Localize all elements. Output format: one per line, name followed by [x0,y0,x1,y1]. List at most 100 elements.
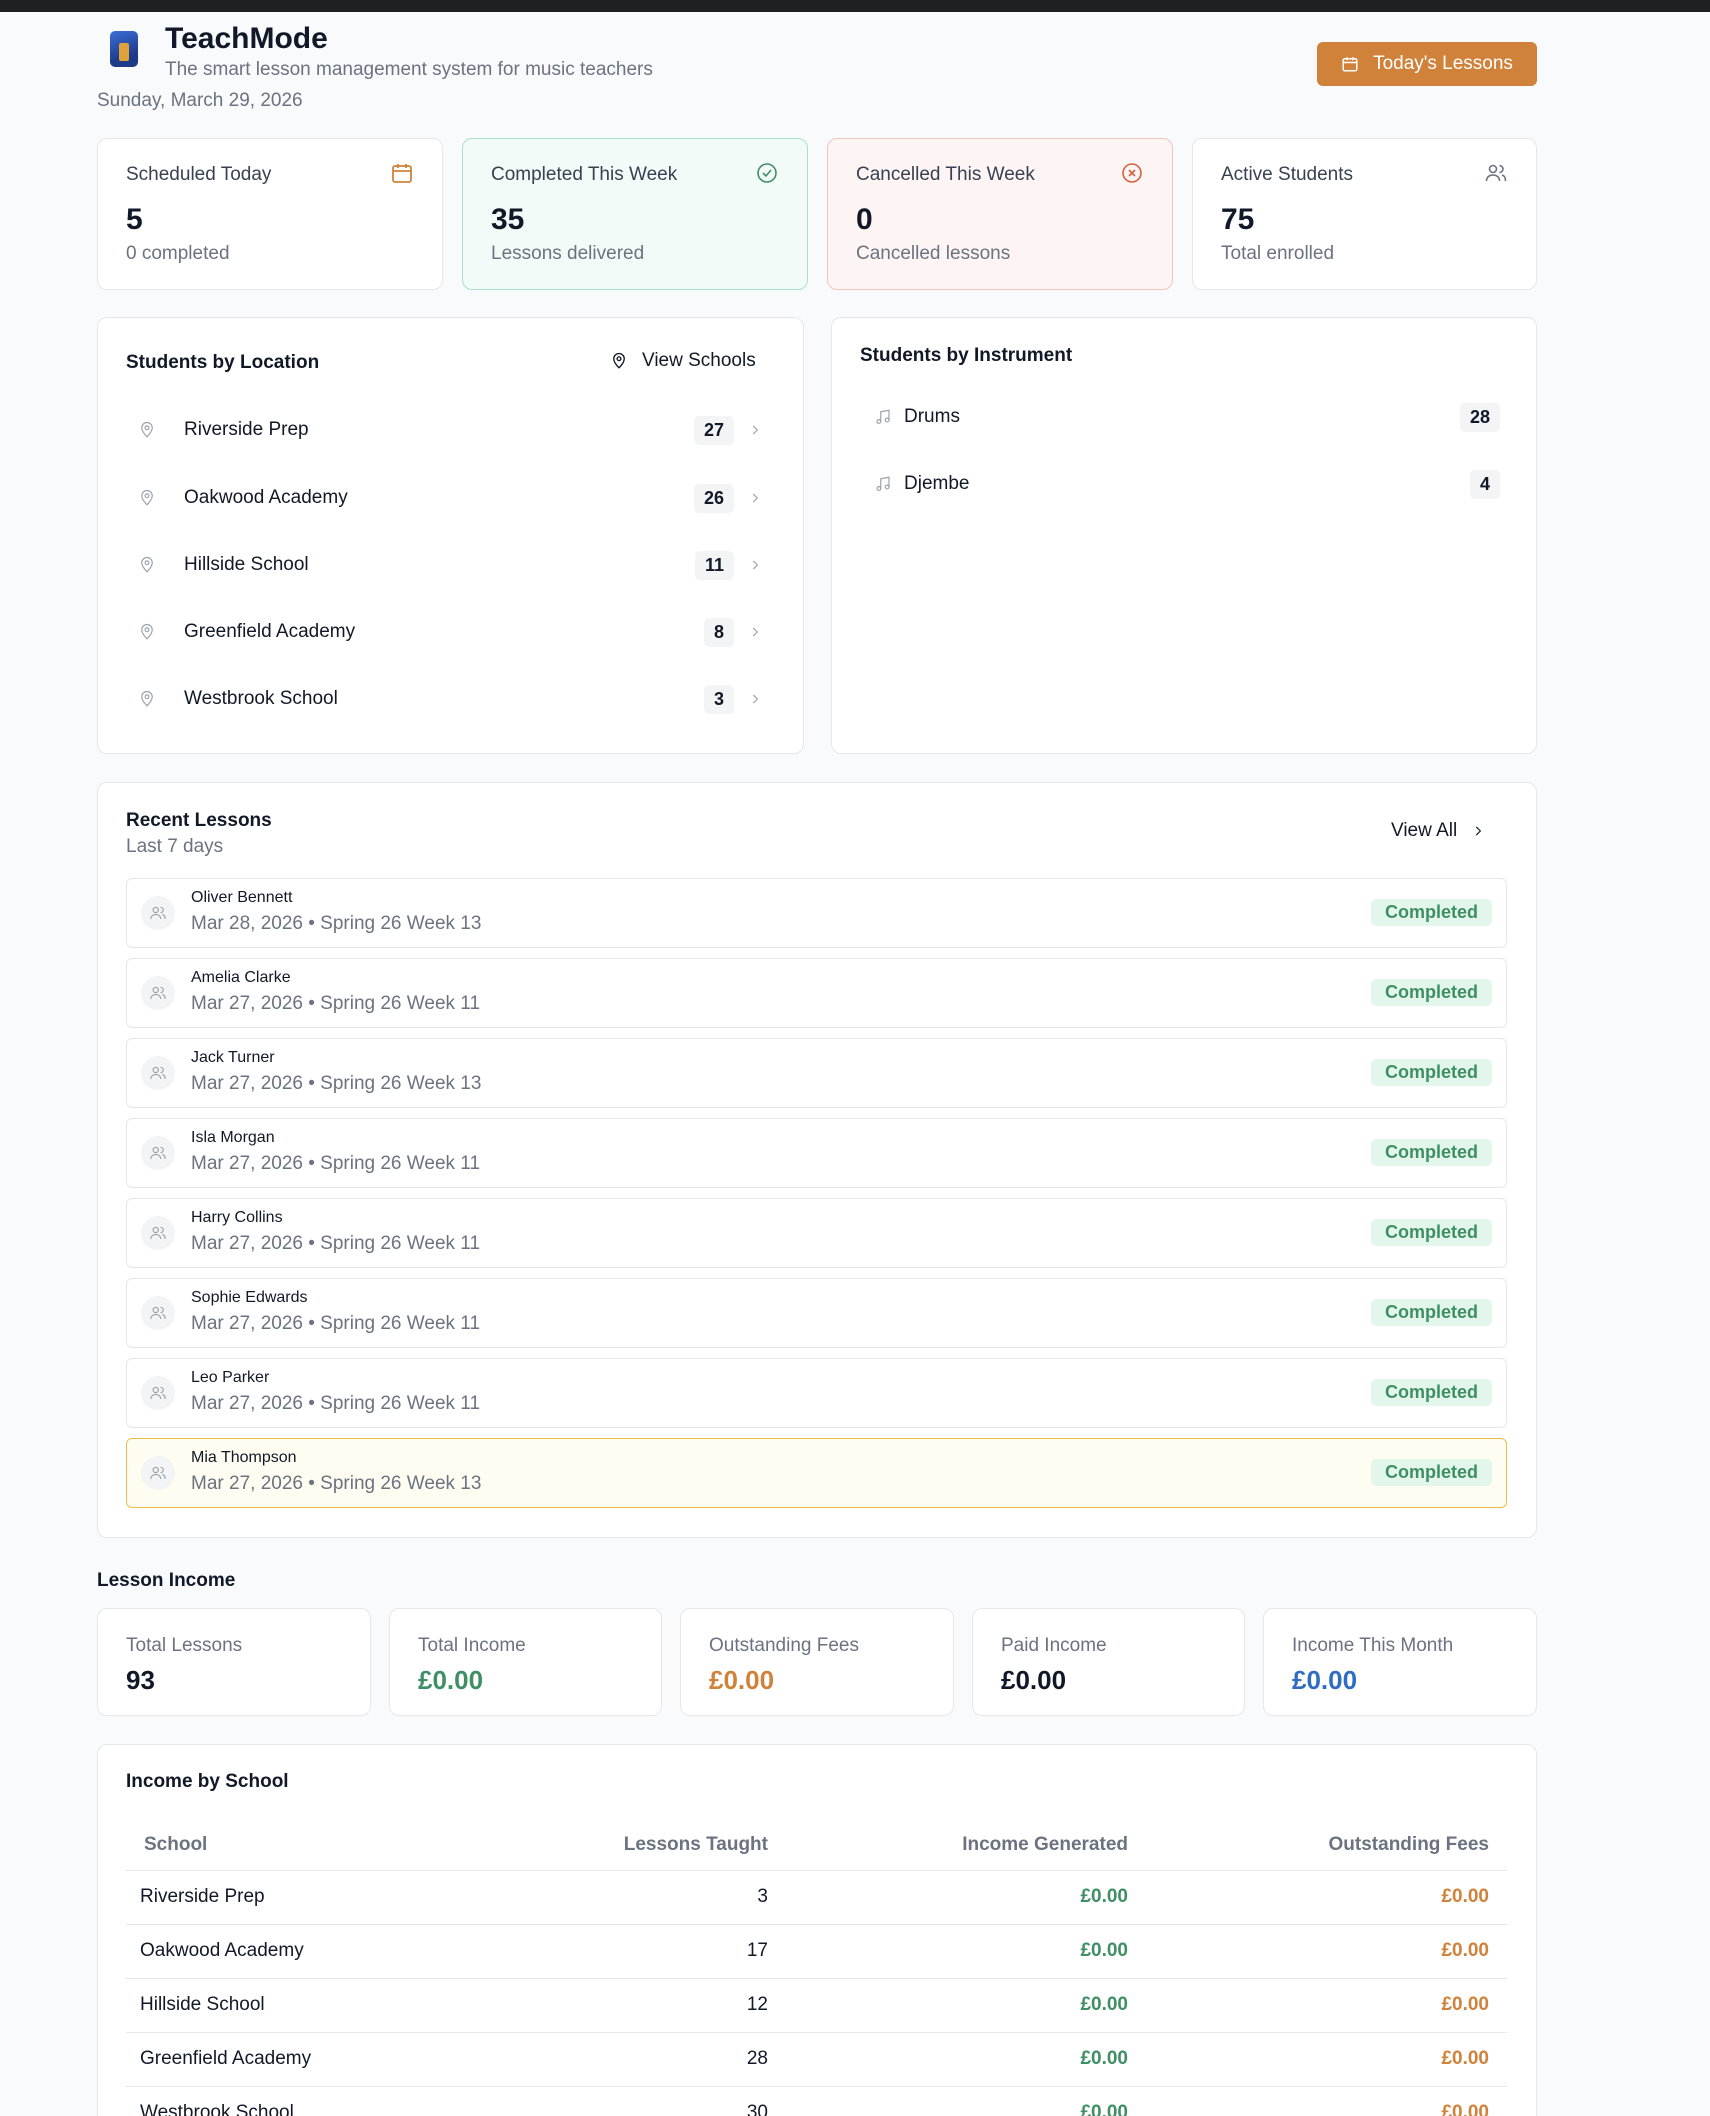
income-generated-cell: £0.00 [786,1870,1146,1925]
income-card-value: 93 [126,1665,155,1695]
stat-subtext: 0 completed [126,243,230,264]
users-icon [150,1226,166,1240]
lesson-student-name: Leo Parker [191,1369,270,1386]
income-card-value: £0.00 [1001,1665,1067,1695]
column-header-outstanding-fees: Outstanding Fees [1146,1820,1507,1871]
status-badge: Completed [1370,1059,1492,1086]
status-badge: Completed [1370,1219,1492,1246]
location-name: Oakwood Academy [184,487,348,508]
map-pin-icon [141,556,153,573]
income-card-total-lessons: Total Lessons 93 [97,1608,371,1716]
todays-lessons-label: Today's Lessons [1373,53,1513,74]
stat-value: 75 [1221,203,1255,236]
map-pin-icon [141,489,153,506]
location-item-westbrook-school[interactable]: Westbrook School 3 [126,674,766,724]
instrument-name: Djembe [904,473,970,494]
instrument-count-badge: 28 [1459,402,1500,432]
app-title: TeachMode [165,22,328,55]
status-badge: Completed [1370,1379,1492,1406]
map-pin-icon [141,421,153,438]
instrument-name: Drums [904,406,960,427]
column-header-school: School [126,1820,456,1871]
location-name: Riverside Prep [184,419,309,440]
income-card-label: Total Income [418,1635,526,1656]
users-icon [150,1306,166,1320]
avatar [141,1376,175,1410]
stat-card-active-students: Active Students 75 Total enrolled [1192,138,1537,290]
stat-label: Scheduled Today [126,164,272,185]
income-card-value: £0.00 [418,1665,484,1695]
users-icon [150,1066,166,1080]
location-item-greenfield-academy[interactable]: Greenfield Academy 8 [126,607,766,657]
income-card-value: £0.00 [1292,1665,1358,1695]
income-card-paid-income: Paid Income £0.00 [972,1608,1245,1716]
location-name: Greenfield Academy [184,621,356,642]
view-all-link[interactable]: View All [1391,820,1485,842]
income-card-label: Paid Income [1001,1635,1107,1656]
location-item-riverside-prep[interactable]: Riverside Prep 27 [126,405,766,455]
lesson-student-name: Oliver Bennett [191,889,293,906]
column-header-income-generated: Income Generated [786,1820,1146,1871]
students-by-instrument-panel [831,317,1537,754]
lessons-taught-cell: 17 [456,1924,786,1979]
lesson-row[interactable]: Mia Thompson Mar 27, 2026 • Spring 26 We… [126,1438,1507,1508]
income-by-school-title: Income by School [126,1771,289,1792]
instrument-item-drums: Drums 28 [860,392,1500,442]
students-by-location-title: Students by Location [126,352,320,373]
app-subtitle: The smart lesson management system for m… [165,59,653,80]
lesson-meta: Mar 27, 2026 • Spring 26 Week 13 [191,1473,482,1494]
lesson-meta: Mar 27, 2026 • Spring 26 Week 11 [191,993,481,1014]
avatar [141,1216,175,1250]
income-generated-cell: £0.00 [786,2032,1146,2087]
todays-lessons-button[interactable]: Today's Lessons [1317,42,1537,86]
lesson-income-title: Lesson Income [97,1570,236,1591]
stat-label: Completed This Week [491,164,678,185]
users-icon [1485,164,1507,182]
recent-lessons-subtitle: Last 7 days [126,836,224,857]
view-all-label: View All [1391,820,1458,841]
users-icon [150,986,166,1000]
income-card-income-this-month: Income This Month £0.00 [1263,1608,1537,1716]
lessons-taught-cell: 30 [456,2086,786,2116]
column-header-lessons-taught: Lessons Taught [456,1820,786,1871]
lesson-row[interactable]: Sophie Edwards Mar 27, 2026 • Spring 26 … [126,1278,1507,1348]
stat-subtext: Total enrolled [1221,243,1335,264]
location-item-oakwood-academy[interactable]: Oakwood Academy 26 [126,473,766,523]
lesson-row[interactable]: Amelia Clarke Mar 27, 2026 • Spring 26 W… [126,958,1507,1028]
lesson-student-name: Amelia Clarke [191,969,291,986]
chevron-right-icon [752,560,759,570]
lesson-row[interactable]: Oliver Bennett Mar 28, 2026 • Spring 26 … [126,878,1507,948]
location-count-badge: 8 [703,617,734,647]
stat-card-scheduled-today: Scheduled Today 5 0 completed [97,138,443,290]
table-row: Hillside School 12 £0.00 £0.00 [126,1978,1507,2033]
music-note-icon [876,409,890,424]
map-pin-icon [141,690,153,707]
school-cell: Hillside School [126,1978,456,2033]
income-card-value: £0.00 [709,1665,775,1695]
stat-value: 0 [856,203,873,236]
location-item-hillside-school[interactable]: Hillside School 11 [126,540,766,590]
view-schools-link[interactable]: View Schools [610,350,756,372]
check-circle-icon [757,163,777,183]
income-card-label: Income This Month [1292,1635,1454,1656]
lesson-student-name: Isla Morgan [191,1129,275,1146]
lesson-row[interactable]: Harry Collins Mar 27, 2026 • Spring 26 W… [126,1198,1507,1268]
avatar [141,1456,175,1490]
lesson-row[interactable]: Isla Morgan Mar 27, 2026 • Spring 26 Wee… [126,1118,1507,1188]
lesson-row[interactable]: Leo Parker Mar 27, 2026 • Spring 26 Week… [126,1358,1507,1428]
outstanding-fees-cell: £0.00 [1146,1978,1507,2033]
income-generated-cell: £0.00 [786,1978,1146,2033]
stat-subtext: Cancelled lessons [856,243,1011,264]
lesson-row[interactable]: Jack Turner Mar 27, 2026 • Spring 26 Wee… [126,1038,1507,1108]
avatar [141,1136,175,1170]
avatar [141,1056,175,1090]
lesson-meta: Mar 27, 2026 • Spring 26 Week 13 [191,1073,482,1094]
income-card-label: Outstanding Fees [709,1635,859,1656]
window-top-bar [0,0,1710,12]
lessons-taught-cell: 28 [456,2032,786,2087]
school-cell: Westbrook School [126,2086,456,2116]
lesson-student-name: Jack Turner [191,1049,275,1066]
status-badge: Completed [1370,979,1492,1006]
income-generated-cell: £0.00 [786,1924,1146,1979]
income-by-school-table: School Lessons Taught Income Generated O… [126,1820,1507,2116]
